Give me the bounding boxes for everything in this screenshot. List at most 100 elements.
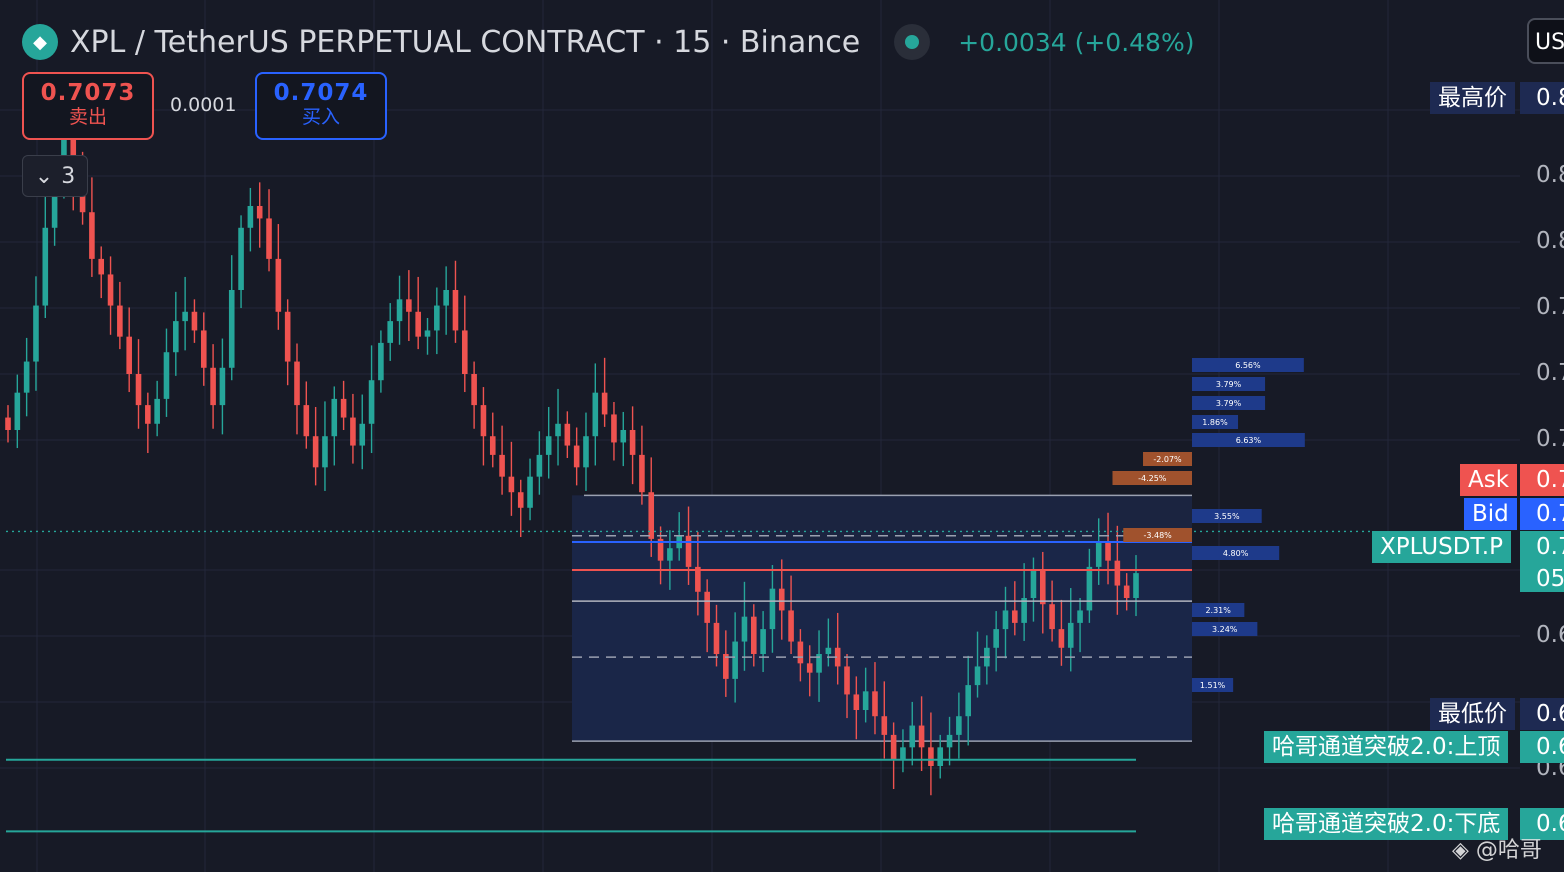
price-change: +0.0034 (+0.48%) <box>958 27 1195 57</box>
candle-body <box>415 311 421 337</box>
candle-body <box>182 311 188 322</box>
candle-body <box>145 405 151 424</box>
symbol-price-number: 0.7 <box>1536 534 1564 560</box>
candle-body <box>657 538 664 561</box>
candle-body <box>918 725 925 748</box>
candle-body <box>51 174 58 228</box>
candle-body <box>1039 570 1046 605</box>
candle-body <box>61 131 67 175</box>
candle-body <box>1133 573 1139 598</box>
candle-body <box>928 747 934 766</box>
candle-body <box>536 454 543 477</box>
profile-bar-label: 1.51% <box>1200 681 1226 690</box>
candle-body <box>760 629 766 654</box>
chevron-down-icon: ⌄ <box>34 163 54 189</box>
currency-button[interactable]: USD <box>1527 18 1564 64</box>
candle-body <box>900 747 906 760</box>
candle-body <box>695 566 701 592</box>
candle-body <box>368 380 375 424</box>
candle-body <box>946 734 953 748</box>
candle-body <box>452 290 459 331</box>
profile-bar-label: -2.07% <box>1153 455 1182 464</box>
candle-body <box>387 321 394 343</box>
symbol-price-value: 0.7 05 <box>1520 531 1564 592</box>
candle-body <box>555 423 561 437</box>
sell-button[interactable]: 0.7073 卖出 <box>22 72 154 140</box>
candle-body <box>135 374 142 406</box>
candle-body <box>117 305 123 337</box>
candle-body <box>825 647 832 654</box>
profile-bar <box>1112 471 1192 485</box>
candle-body <box>648 492 655 539</box>
profile-bar-label: 3.79% <box>1216 399 1242 408</box>
candle-body <box>5 417 11 430</box>
candle-body <box>965 685 971 717</box>
candle-body <box>788 610 794 642</box>
candle-body <box>629 430 636 455</box>
candle-body <box>834 647 841 667</box>
candle-body <box>872 691 878 717</box>
candle-body <box>937 747 944 766</box>
profile-bar <box>1123 528 1192 542</box>
candle-body <box>238 227 244 290</box>
candle-body <box>583 436 589 468</box>
candle-body <box>974 666 981 686</box>
candle-body <box>312 436 319 468</box>
high-value: 0.8 <box>1520 82 1564 114</box>
axis-tick: 0.7 <box>1536 360 1564 386</box>
symbol-price-label: XPLUSDT.P <box>1372 531 1511 563</box>
candle-body <box>993 629 999 648</box>
symbol-title: XPL / TetherUS PERPETUAL CONTRACT · 15 ·… <box>70 24 861 60</box>
channel-lower-label: 哈哥通道突破2.0:下底 <box>1264 808 1509 840</box>
candle-body <box>1077 610 1083 623</box>
candle-body <box>154 398 160 424</box>
profile-bar <box>1192 603 1245 617</box>
indicators-collapse-button[interactable]: ⌄ 3 <box>22 155 88 197</box>
profile-bar <box>1192 433 1305 447</box>
sell-price: 0.7073 <box>40 80 136 106</box>
market-status-icon[interactable] <box>894 24 931 60</box>
range-box-upper <box>572 495 1192 542</box>
candle-body <box>126 336 132 374</box>
profile-bar <box>1192 358 1304 372</box>
candle-body <box>33 305 39 362</box>
candle-body <box>704 591 710 623</box>
candle-body <box>191 311 198 331</box>
candle-body <box>275 258 282 312</box>
candle-body <box>527 476 533 508</box>
candle-body <box>564 423 571 446</box>
profile-bar-label: -4.25% <box>1138 474 1167 483</box>
candle-body <box>723 654 729 679</box>
profile-bar <box>1192 415 1239 429</box>
axis-tick: 0.8 <box>1536 162 1564 188</box>
candle-body <box>1086 566 1093 611</box>
buy-button[interactable]: 0.7074 买入 <box>255 72 387 140</box>
candle-body <box>601 392 608 415</box>
candle-body <box>303 405 310 437</box>
watermark: ◈ @哈哥 <box>1452 838 1542 863</box>
candle-body <box>396 299 403 322</box>
diamond-icon: ◈ <box>1452 838 1469 863</box>
profile-bar-label: 3.79% <box>1216 380 1242 389</box>
profile-bar-label: 2.31% <box>1205 606 1231 615</box>
candle-body <box>685 535 692 567</box>
bid-label: Bid <box>1464 498 1517 530</box>
sell-label: 卖出 <box>68 106 107 128</box>
candle-body <box>359 423 366 446</box>
profile-bar-label: 6.63% <box>1236 436 1262 445</box>
profile-bar-label: 6.56% <box>1235 361 1261 370</box>
candle-body <box>1030 570 1037 598</box>
candle-body <box>956 716 962 735</box>
profile-bar <box>1192 546 1280 560</box>
candle-body <box>266 218 272 259</box>
candle-body <box>1012 610 1018 623</box>
candle-body <box>545 436 552 455</box>
candle-body <box>713 622 720 654</box>
candle-body <box>331 398 338 437</box>
candle-body <box>620 430 627 443</box>
candle-body <box>480 405 487 437</box>
profile-bar <box>1143 452 1192 466</box>
candle-body <box>294 361 300 406</box>
profile-bar-label: 3.24% <box>1212 625 1238 634</box>
